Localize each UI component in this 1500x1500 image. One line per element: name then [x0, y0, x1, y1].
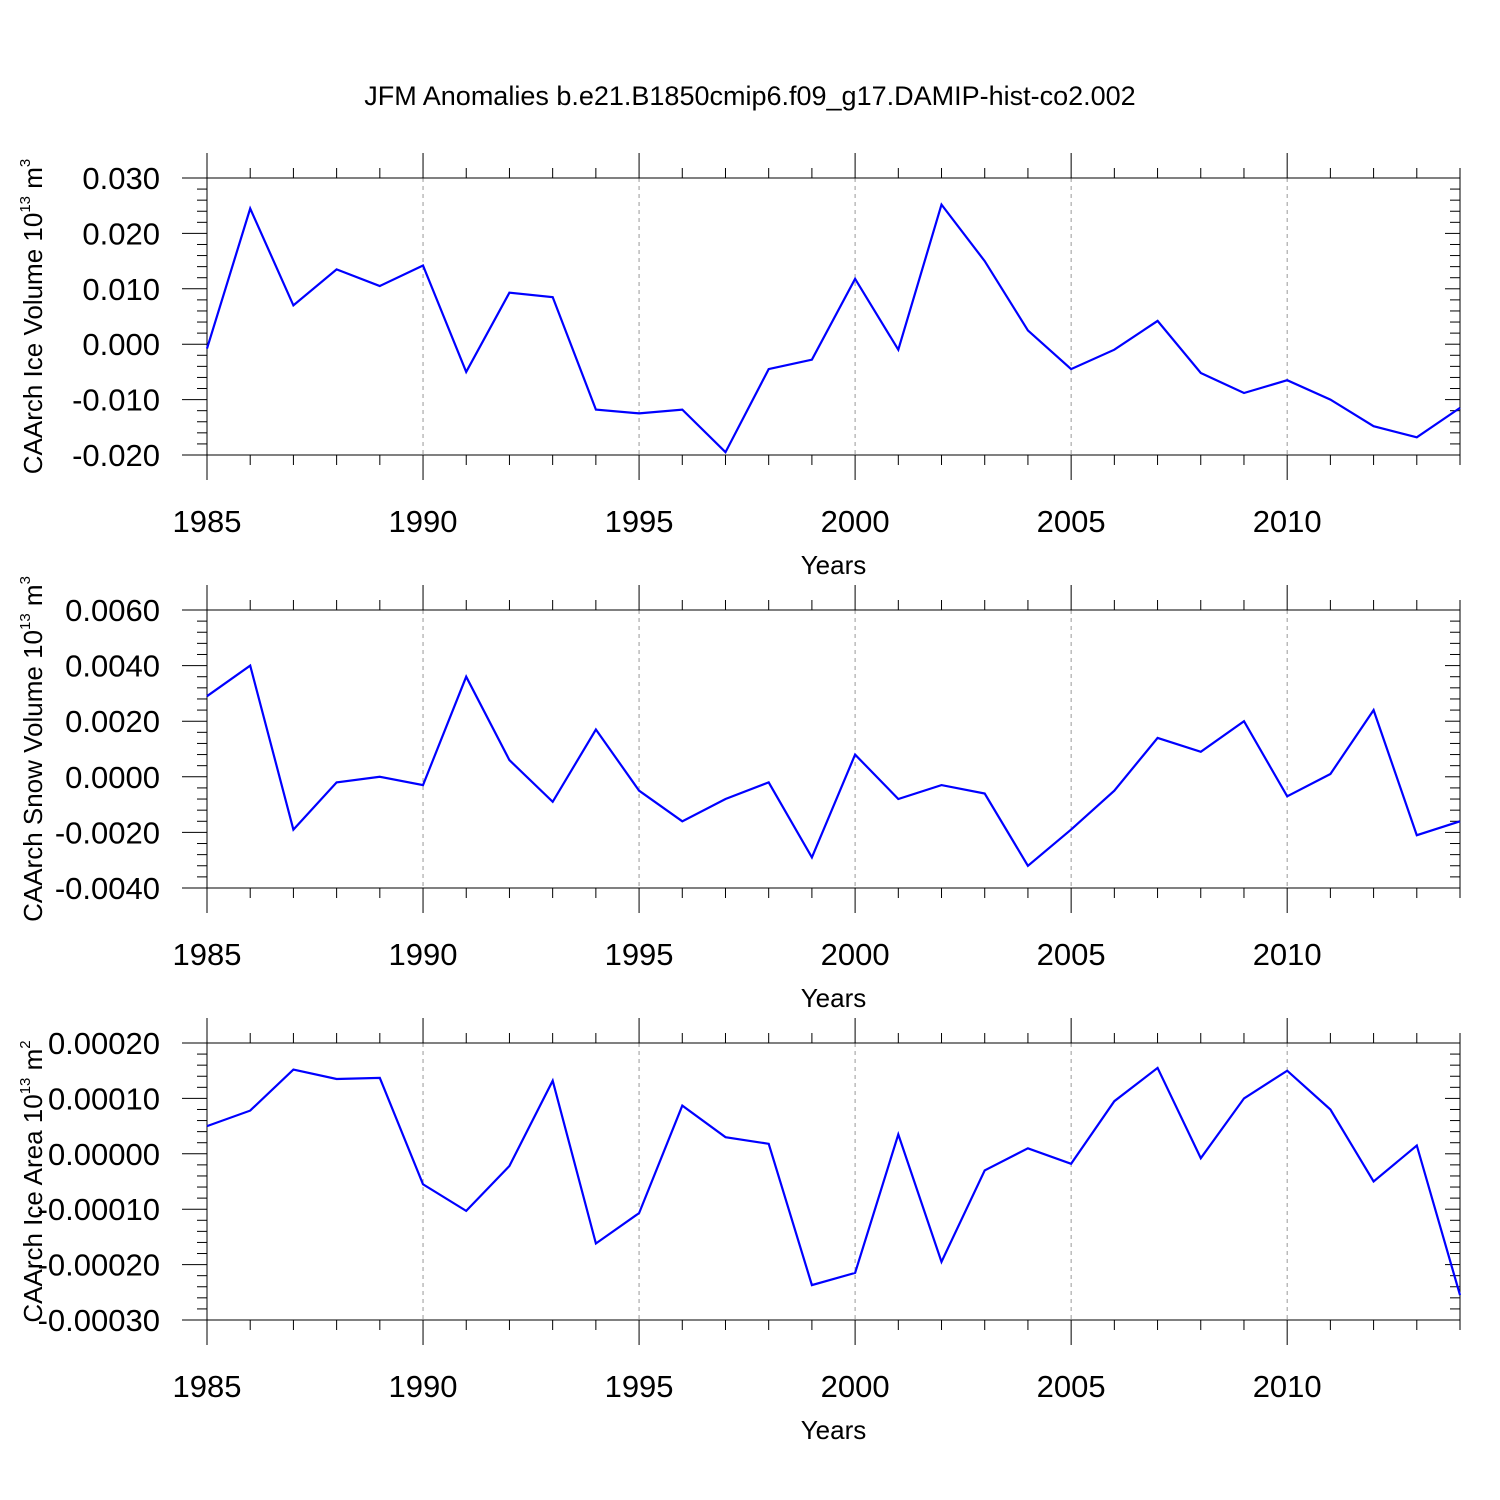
y-tick-label: 0.00010: [48, 1081, 160, 1116]
x-tick-label: 2000: [821, 1369, 890, 1404]
x-tick-label: 1985: [173, 1369, 242, 1404]
chart-panels: 1985 1990 1995 2000 2005 2010 -0.020 -0.010 0.00…: [17, 153, 1462, 1445]
chart-panel-2: 1985 1990 1995 2000 2005 2010 -0.0040 -0.0020 0.…: [17, 576, 1461, 1013]
chart-panel-1: 1985 1990 1995 2000 2005 2010 -0.020 -0.010 0.00…: [17, 153, 1461, 580]
x-tick-label: 2000: [821, 937, 890, 972]
x-tick-label: 1985: [173, 937, 242, 972]
x-tick-label: 1985: [173, 504, 242, 539]
x-tick-label: 1990: [389, 504, 458, 539]
y-tick-label: -0.010: [72, 383, 160, 418]
x-axis-label: Years: [801, 550, 867, 580]
series-line-ice_area: [206, 1066, 1462, 1296]
x-tick-label: 2005: [1037, 937, 1106, 972]
x-axis-label: Years: [801, 1415, 867, 1445]
y-tick-label: 0.0040: [65, 649, 160, 684]
y-tick-label: -0.00020: [38, 1248, 160, 1283]
y-tick-label: 0.0060: [65, 593, 160, 628]
series-line-snow_volume: [206, 663, 1461, 868]
y-tick-label: 0.0000: [65, 760, 160, 795]
y-tick-label: -0.020: [72, 438, 160, 473]
y-tick-label: 0.010: [82, 272, 160, 307]
y-tick-label: -0.0040: [55, 871, 160, 906]
y-tick-label: 0.030: [82, 161, 160, 196]
x-axis-label: Years: [801, 983, 867, 1013]
y-axis-label: CAArch Snow Volume 1013 m3: [17, 576, 48, 922]
x-tick-label: 1990: [389, 937, 458, 972]
x-tick-label: 1990: [389, 1369, 458, 1404]
chart-panel-3: 1985 1990 1995 2000 2005 2010 -0.00030 -0.00020…: [17, 1018, 1462, 1445]
x-tick-label: 1995: [605, 1369, 674, 1404]
x-tick-label: 2010: [1253, 504, 1322, 539]
series-line-ice_volume: [205, 202, 1461, 455]
y-tick-label: 0.00020: [48, 1026, 160, 1061]
y-tick-label: 0.000: [82, 327, 160, 362]
plot-frame: [206, 177, 1461, 456]
y-tick-label: -0.00030: [38, 1303, 160, 1338]
figure-title: JFM Anomalies b.e21.B1850cmip6.f09_g17.D…: [364, 81, 1135, 111]
y-axis-label: CAArch Ice Area 1013 m2: [17, 1040, 48, 1322]
y-tick-label: 0.020: [82, 216, 160, 251]
x-tick-label: 2005: [1037, 504, 1106, 539]
x-tick-label: 2005: [1037, 1369, 1106, 1404]
y-tick-label: 0.00000: [48, 1137, 160, 1172]
y-tick-label: -0.0020: [55, 815, 160, 850]
x-tick-label: 1995: [605, 504, 674, 539]
x-tick-label: 2010: [1253, 937, 1322, 972]
plot-frame: [206, 609, 1461, 889]
x-tick-label: 2010: [1253, 1369, 1322, 1404]
x-tick-label: 2000: [821, 504, 890, 539]
y-tick-label: 0.0020: [65, 704, 160, 739]
y-axis-label: CAArch Ice Volume 1013 m3: [17, 159, 48, 475]
y-tick-label: -0.00010: [38, 1192, 160, 1227]
plot-frame: [206, 1042, 1461, 1321]
x-tick-label: 1995: [605, 937, 674, 972]
